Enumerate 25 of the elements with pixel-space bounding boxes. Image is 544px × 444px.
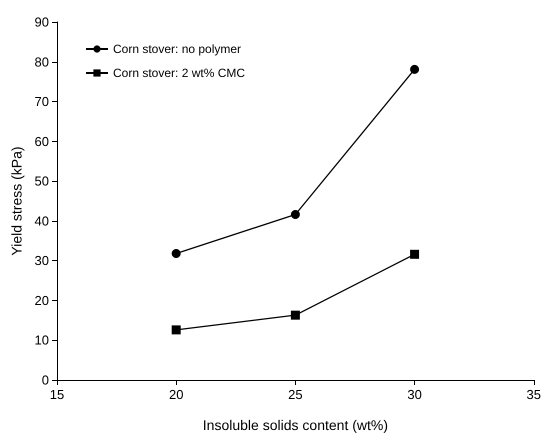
x-axis-title: Insoluble solids content (wt%) [202, 417, 388, 433]
legend-label: Corn stover: 2 wt% CMC [113, 66, 246, 80]
x-tick-label: 25 [288, 387, 303, 402]
point [410, 64, 420, 74]
y-tick-label: 90 [34, 14, 49, 30]
x-tick-label: 15 [50, 387, 64, 402]
y-tick-label: 70 [34, 94, 49, 110]
legend-label: Corn stover: no polymer [113, 42, 242, 56]
x-tick-label: 20 [168, 387, 184, 402]
y-tick-label: 50 [34, 174, 49, 189]
y-axis-title: Yield stress (kPa) [8, 146, 25, 256]
point [290, 210, 300, 220]
point [172, 325, 181, 334]
y-tick-label: 10 [34, 332, 49, 348]
point [410, 250, 420, 259]
x-tick-label: 35 [526, 387, 542, 402]
y-tick-label: 30 [34, 253, 49, 268]
y-tick-label: 20 [34, 292, 49, 308]
point [172, 249, 181, 258]
x-tick-label: 30 [407, 387, 422, 402]
y-tick-label: 0 [42, 372, 49, 388]
y-tick-label: 60 [34, 134, 49, 149]
y-tick-label: 80 [34, 54, 49, 70]
y-tick-label: 40 [34, 213, 49, 228]
point [290, 310, 300, 320]
